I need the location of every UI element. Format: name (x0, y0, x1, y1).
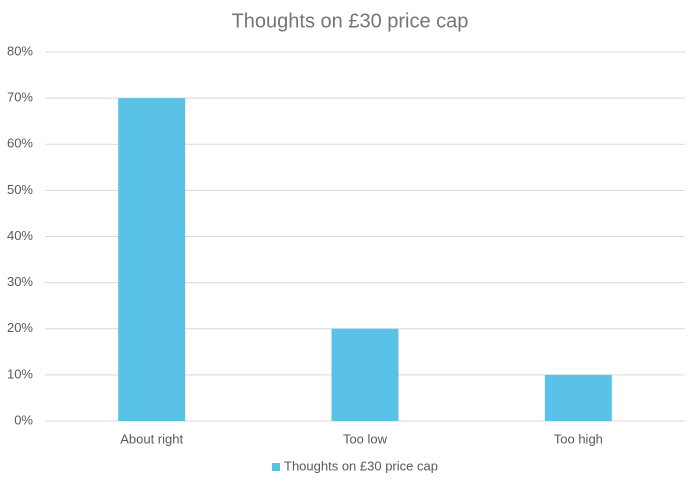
y-tick-label: 70% (7, 90, 33, 105)
bar (331, 328, 399, 421)
y-tick-label: 50% (7, 182, 33, 197)
x-tick-label: About right (120, 431, 183, 446)
x-tick-label: Too low (343, 431, 388, 446)
y-tick-label: 40% (7, 228, 33, 243)
y-tick-label: 30% (7, 274, 33, 289)
chart-title: Thoughts on £30 price cap (232, 10, 469, 32)
bar (118, 98, 186, 421)
x-tick-label: Too high (554, 431, 603, 446)
bar (544, 374, 612, 421)
y-tick-label: 0% (14, 412, 33, 427)
y-tick-label: 20% (7, 320, 33, 335)
legend-swatch (272, 463, 280, 471)
y-tick-label: 80% (7, 43, 33, 58)
legend-label: Thoughts on £30 price cap (284, 458, 438, 473)
y-tick-label: 10% (7, 366, 33, 381)
y-tick-label: 60% (7, 136, 33, 151)
